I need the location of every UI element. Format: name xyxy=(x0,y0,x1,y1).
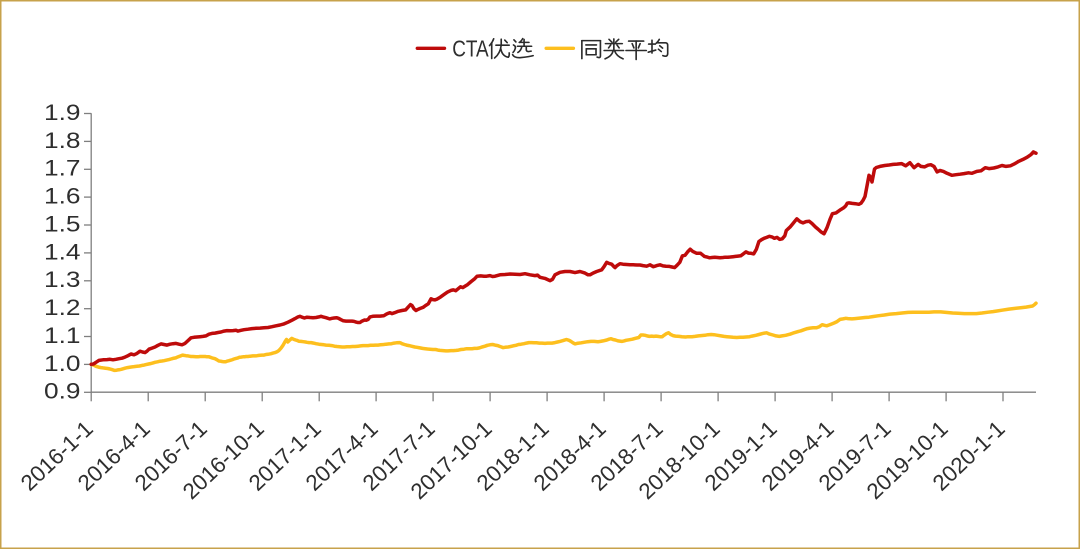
svg-text:1.5: 1.5 xyxy=(44,211,81,236)
svg-text:1.7: 1.7 xyxy=(44,156,81,181)
svg-text:1.1: 1.1 xyxy=(44,323,81,348)
svg-text:0.9: 0.9 xyxy=(44,379,81,404)
svg-text:1.0: 1.0 xyxy=(44,351,81,376)
svg-text:1.8: 1.8 xyxy=(44,128,81,153)
svg-text:CTA: CTA xyxy=(452,36,489,62)
svg-text:1.4: 1.4 xyxy=(44,239,81,264)
svg-text:1.9: 1.9 xyxy=(44,100,81,125)
svg-text:1.3: 1.3 xyxy=(44,267,81,292)
svg-text:1.2: 1.2 xyxy=(44,295,81,320)
svg-text:1.6: 1.6 xyxy=(44,184,81,209)
